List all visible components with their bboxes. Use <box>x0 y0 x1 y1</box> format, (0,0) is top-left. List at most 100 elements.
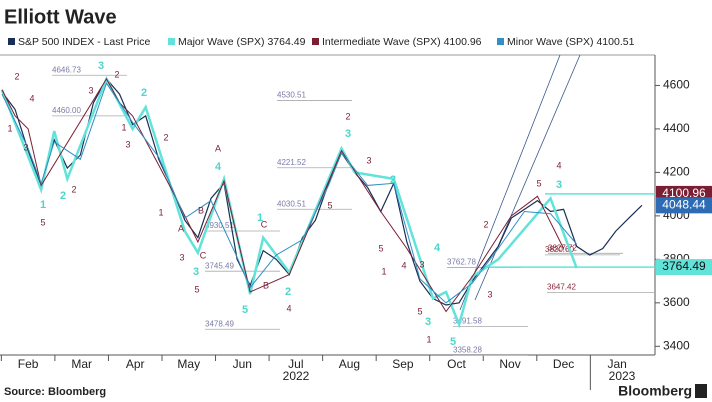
x-tick-label: May <box>177 357 200 371</box>
level-label: 4460.00 <box>52 106 81 115</box>
wave-label: 2 <box>163 132 168 142</box>
wave-label: 2 <box>114 69 119 79</box>
wave-label: 4 <box>556 160 561 170</box>
wave-label: 5 <box>378 243 383 253</box>
legend-label: Major Wave (SPX) 3764.49 <box>178 36 306 48</box>
x-tick-label: Jan <box>607 357 626 371</box>
wave-label: 3 <box>487 289 492 299</box>
level-label: 4030.51 <box>277 199 306 208</box>
wave-label: C <box>200 250 207 260</box>
wave-label: 5 <box>40 217 45 227</box>
wave-label: 2 <box>345 111 350 121</box>
year-label: 2022 <box>283 369 310 383</box>
brand-icon <box>695 384 707 398</box>
level-label: 3930.51 <box>205 221 234 230</box>
major-wave-label: 4 <box>434 242 441 254</box>
wave-label: 5 <box>194 284 199 294</box>
level-label: 3478.49 <box>205 319 234 328</box>
level-label: 3827.72 <box>548 243 577 252</box>
y-tick-label: 3400 <box>663 338 690 352</box>
level-label: 3745.49 <box>205 261 234 270</box>
y-tick-label: 4200 <box>663 165 690 179</box>
wave-label: A <box>215 143 221 153</box>
wave-line <box>1 77 565 313</box>
wave-line <box>1 82 578 304</box>
wave-label: 1 <box>426 334 431 344</box>
level-label: 3491.58 <box>453 317 482 326</box>
legend-label: Minor Wave (SPX) 4100.51 <box>507 36 635 48</box>
wave-label: 2 <box>483 219 488 229</box>
wave-label: 3 <box>419 259 424 269</box>
level-label: 4530.51 <box>277 91 306 100</box>
wave-label: 3 <box>88 85 93 95</box>
y-tick-label: 4600 <box>663 78 690 92</box>
y-tick-label: 3600 <box>663 295 690 309</box>
value-tag <box>656 197 712 214</box>
chart-title: Elliott Wave <box>4 6 117 28</box>
level-label: 3820.60 <box>545 245 574 254</box>
major-wave-label: 2 <box>390 174 396 186</box>
x-tick-label: Jun <box>233 357 252 371</box>
x-tick-label: Sep <box>392 357 414 371</box>
major-wave-label: 3 <box>345 128 351 140</box>
x-tick-label: Jul <box>288 357 303 371</box>
major-wave-label: 3 <box>98 60 104 72</box>
major-wave-label: 3 <box>556 179 562 191</box>
legend-swatch <box>312 38 319 45</box>
brand: Bloomberg <box>618 383 692 399</box>
major-wave-label: 2 <box>60 190 66 202</box>
major-wave-label: 1 <box>40 199 46 211</box>
wave-line <box>0 75 578 329</box>
wave-label: 1 <box>381 266 386 276</box>
wave-label: A <box>178 223 184 233</box>
x-tick-label: Feb <box>18 357 39 371</box>
wave-label: B <box>263 280 269 290</box>
wave-label: 4 <box>286 303 291 313</box>
wave-label: B <box>198 205 204 215</box>
wave-label: 2 <box>14 71 19 81</box>
wave-label: 5 <box>536 178 541 188</box>
wave-label: 1 <box>121 122 126 132</box>
major-wave-label: 5 <box>242 304 248 316</box>
x-tick-label: Aug <box>339 357 360 371</box>
value-tag-label: 4100.96 <box>662 186 706 200</box>
x-tick-label: Nov <box>499 357 520 371</box>
level-label: 3647.42 <box>547 283 576 292</box>
x-tick-label: Apr <box>126 357 145 371</box>
value-tag-label: 3764.49 <box>662 259 706 273</box>
wave-label: 3 <box>366 155 371 165</box>
major-wave-label: 3 <box>425 316 431 328</box>
wave-label: 3 <box>179 252 184 262</box>
level-label: 4221.52 <box>277 158 306 167</box>
wave-label: 4 <box>401 260 406 270</box>
wave-label: C <box>261 219 268 229</box>
level-label: 3358.28 <box>453 345 482 354</box>
major-wave-label: 4 <box>215 161 222 173</box>
wave-label: 1 <box>158 207 163 217</box>
level-label: 4646.73 <box>52 65 81 74</box>
major-wave-label: 5 <box>450 336 456 348</box>
wave-label: 3 <box>23 142 28 152</box>
wave-label: 5 <box>417 306 422 316</box>
legend-swatch <box>168 38 175 45</box>
legend-swatch <box>497 38 504 45</box>
year-label: 2023 <box>609 369 636 383</box>
major-wave-label: 2 <box>141 87 147 99</box>
legend-swatch <box>8 38 15 45</box>
wave-label: 3 <box>125 139 130 149</box>
level-label: 3762.78 <box>447 258 476 267</box>
x-tick-label: Oct <box>447 357 466 371</box>
x-tick-label: Mar <box>71 357 92 371</box>
y-tick-label: 4400 <box>663 121 690 135</box>
legend-label: Intermediate Wave (SPX) 4100.96 <box>322 36 482 48</box>
value-tag-label: 4048.44 <box>662 198 706 212</box>
wave-label: 5 <box>327 200 332 210</box>
x-tick-label: Dec <box>553 357 574 371</box>
major-wave-label: 2 <box>285 286 291 298</box>
major-wave-label: 3 <box>193 266 199 278</box>
value-tag <box>656 259 712 276</box>
source: Source: Bloomberg <box>4 386 106 398</box>
wave-label: 4 <box>29 93 34 103</box>
